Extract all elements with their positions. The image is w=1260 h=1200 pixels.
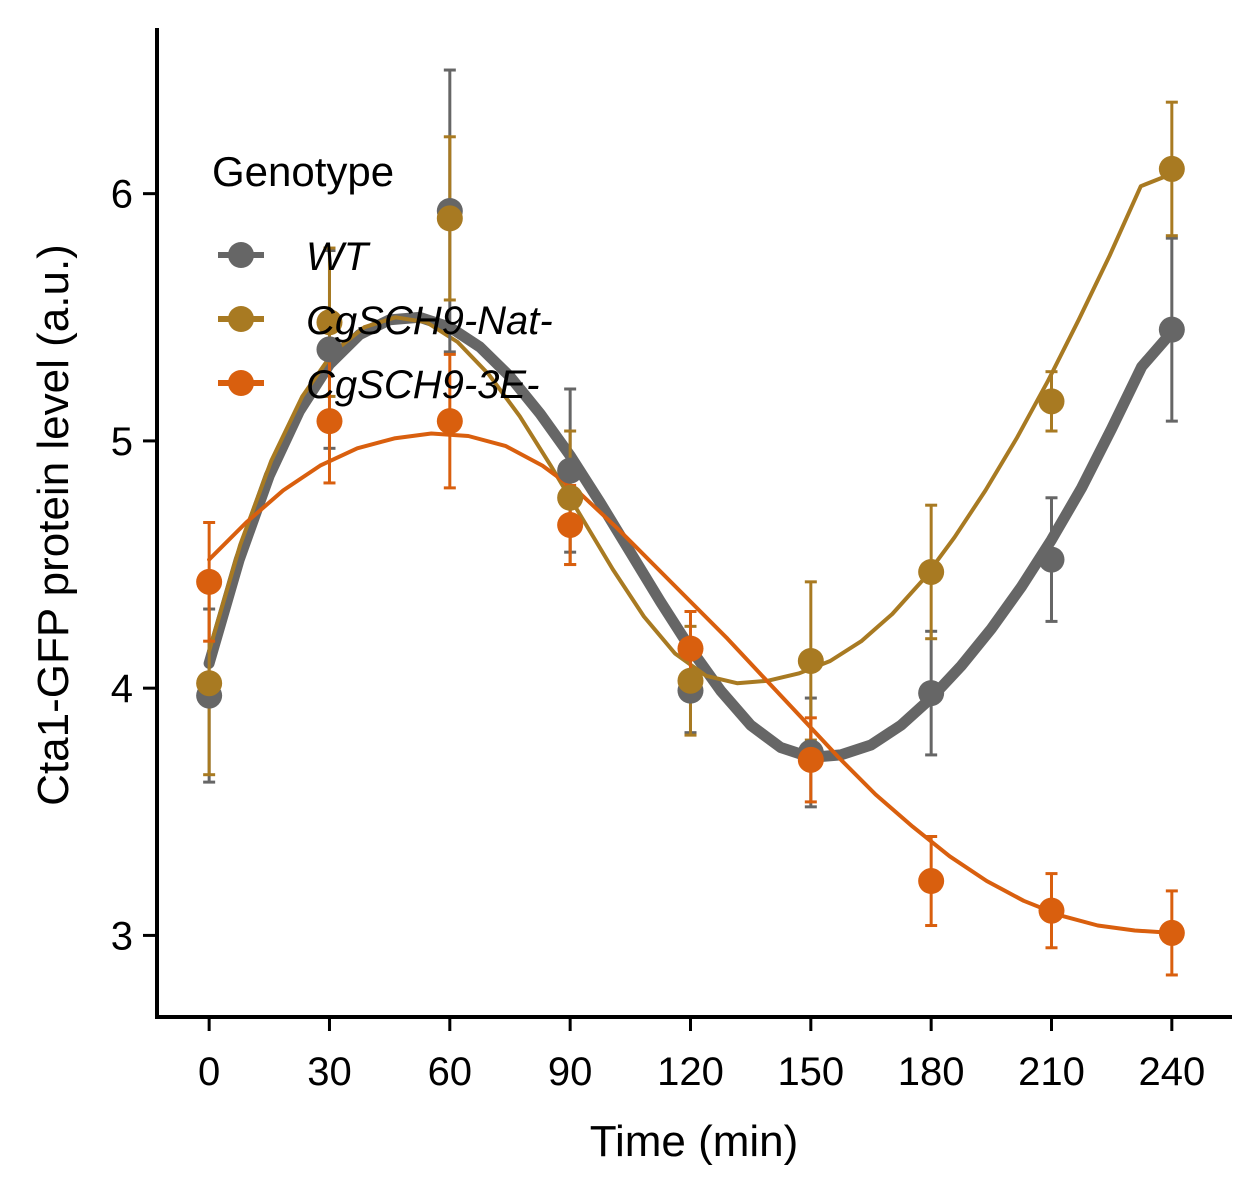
data-point [436,205,463,232]
data-point [557,484,584,511]
x-tick-label: 180 [898,1050,965,1094]
data-point [316,309,343,336]
data-point [918,868,945,895]
data-point [196,670,223,697]
fit-curve-series-3 [207,431,1174,935]
x-axis-ticks: 0 30 60 90 120 150 180 210 240 [198,1017,1205,1094]
x-tick-label: 120 [657,1050,724,1094]
legend-label: CgSCH9-3E- [306,363,539,407]
data-point [918,680,945,707]
legend-swatch-marker [228,306,254,332]
data-point [797,647,824,674]
legend-item: CgSCH9-3E- [218,363,539,407]
legend-label: WT [306,235,371,279]
x-tick-label: 60 [428,1050,473,1094]
y-axis-title: Cta1-GFP protein level (a.u.) [29,244,78,806]
data-point [316,336,343,363]
data-point [1158,316,1185,343]
legend-item: CgSCH9-Nat- [218,299,553,343]
data-point [797,746,824,773]
data-point [557,511,584,538]
x-axis-title: Time (min) [590,1117,799,1166]
y-axis-ticks: 3 4 5 6 [111,173,157,958]
legend-items: WT CgSCH9-Nat- CgSCH9-3E- [218,235,553,407]
data-point [1038,546,1065,573]
error-bars-layer [203,68,1178,977]
legend-title: Genotype [212,148,394,195]
data-point [1038,897,1065,924]
y-tick-label: 6 [111,173,133,217]
data-point [436,408,463,435]
data-point [1038,388,1065,415]
y-tick-label: 4 [111,667,133,711]
data-point [196,568,223,595]
legend: Genotype WT CgSCH9-Nat- CgSCH9-3E- [212,148,553,407]
x-tick-label: 150 [777,1050,844,1094]
legend-swatch-marker [228,370,254,396]
x-tick-label: 90 [548,1050,593,1094]
x-tick-label: 0 [198,1050,220,1094]
data-point [677,667,704,694]
legend-item: WT [218,235,371,279]
data-point [1158,919,1185,946]
y-tick-label: 5 [111,420,133,464]
x-tick-label: 30 [307,1050,352,1094]
legend-label: CgSCH9-Nat- [306,299,553,343]
data-point [316,408,343,435]
data-point [1158,155,1185,182]
data-point [677,635,704,662]
data-points-layer [196,155,1185,946]
fit-curves-layer [203,171,1178,935]
x-tick-label: 240 [1138,1050,1205,1094]
data-point [557,457,584,484]
data-point [918,558,945,585]
y-tick-label: 3 [111,914,133,958]
x-tick-label: 210 [1018,1050,1085,1094]
legend-swatch-marker [228,242,254,268]
